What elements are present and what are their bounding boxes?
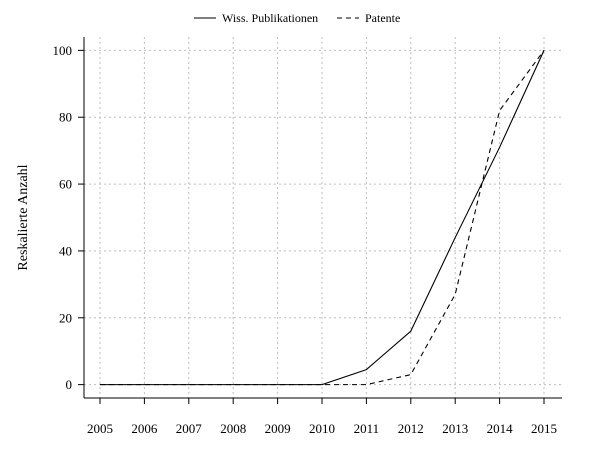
- y-tick-label: 100: [53, 43, 73, 58]
- axes: 0 20 40 60 80 100 2005 2006 2007 2008 2009 2010 2011…: [53, 37, 562, 436]
- x-tick-label: 2014: [487, 421, 514, 436]
- series-group: [100, 50, 545, 386]
- y-tick-label: 0: [66, 377, 73, 392]
- x-tick-label: 2011: [354, 421, 380, 436]
- legend: Wiss. Publikationen Patente: [194, 11, 400, 25]
- y-tick-label: 20: [59, 310, 72, 325]
- y-axis-title: Reskalierte Anzahl: [16, 164, 31, 270]
- y-tick-label: 60: [59, 177, 72, 192]
- y-tick-label: 80: [59, 110, 72, 125]
- x-tick-label: 2007: [176, 421, 203, 436]
- series-line-patente: [100, 50, 545, 386]
- x-tick-label: 2009: [265, 421, 291, 436]
- x-tick-label: 2006: [131, 421, 158, 436]
- x-tick-label: 2010: [309, 421, 335, 436]
- x-tick-label: 2005: [87, 421, 113, 436]
- x-tick-label: 2012: [398, 421, 424, 436]
- legend-label: Wiss. Publikationen: [222, 11, 318, 25]
- grid: [84, 37, 562, 398]
- x-tick-label: 2008: [220, 421, 246, 436]
- y-tick-label: 40: [59, 243, 72, 258]
- legend-label: Patente: [365, 11, 400, 25]
- x-tick-label: 2013: [442, 421, 468, 436]
- x-tick-label: 2015: [531, 421, 557, 436]
